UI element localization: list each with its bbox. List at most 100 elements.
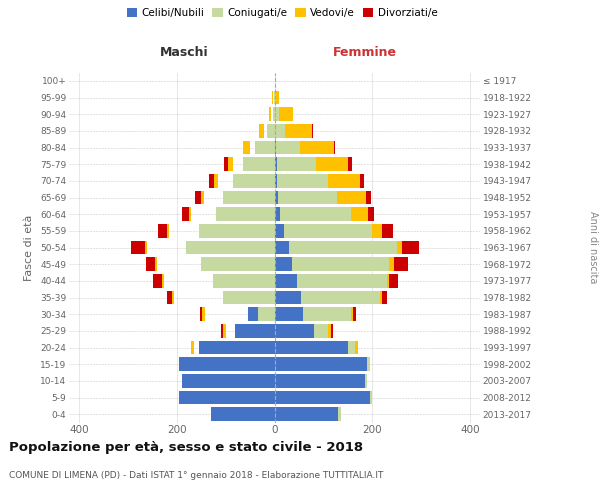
Bar xyxy=(328,174,360,188)
Bar xyxy=(301,140,334,154)
Bar xyxy=(248,308,275,321)
Bar xyxy=(255,240,275,254)
Bar xyxy=(348,340,355,354)
Bar xyxy=(214,274,299,287)
Bar xyxy=(275,258,292,271)
Bar xyxy=(355,340,358,354)
Bar xyxy=(292,258,389,271)
Bar xyxy=(277,174,328,188)
Bar xyxy=(373,224,382,237)
Bar xyxy=(272,90,273,104)
Bar xyxy=(365,374,367,388)
Bar xyxy=(273,124,275,138)
Bar xyxy=(146,258,155,271)
Bar xyxy=(365,374,367,388)
Bar xyxy=(367,190,371,204)
Bar xyxy=(275,308,303,321)
Bar xyxy=(367,358,370,371)
Legend: Celibi/Nubili, Coniugati/e, Vedovi/e, Divorziati/e: Celibi/Nubili, Coniugati/e, Vedovi/e, Di… xyxy=(122,4,442,22)
Text: Popolazione per età, sesso e stato civile - 2018: Popolazione per età, sesso e stato civil… xyxy=(9,441,363,454)
Bar xyxy=(275,140,276,154)
Bar xyxy=(278,190,337,204)
Bar xyxy=(191,340,194,354)
Bar xyxy=(223,290,299,304)
Bar xyxy=(200,308,202,321)
Bar xyxy=(331,324,333,338)
Bar xyxy=(346,340,350,354)
Bar xyxy=(301,290,380,304)
Bar xyxy=(162,274,164,287)
Bar xyxy=(216,208,287,221)
Bar xyxy=(189,208,191,221)
Bar xyxy=(250,274,275,287)
Bar xyxy=(199,224,289,237)
Bar xyxy=(260,224,275,237)
Bar xyxy=(303,308,351,321)
Bar xyxy=(275,290,301,304)
Bar xyxy=(275,240,289,254)
Bar xyxy=(267,124,276,138)
Bar xyxy=(195,190,201,204)
Bar xyxy=(382,290,387,304)
Bar xyxy=(267,174,275,188)
Bar xyxy=(275,208,280,221)
Bar xyxy=(235,324,275,338)
Bar xyxy=(284,224,373,237)
Bar xyxy=(275,224,284,237)
Bar xyxy=(277,158,316,171)
Bar xyxy=(382,224,393,237)
Bar xyxy=(155,258,157,271)
Bar xyxy=(259,124,264,138)
Bar xyxy=(265,190,275,204)
Bar xyxy=(233,174,282,188)
Bar xyxy=(351,308,353,321)
Bar xyxy=(352,208,368,221)
Bar xyxy=(274,108,275,121)
Bar xyxy=(338,408,341,421)
Text: COMUNE DI LIMENA (PD) - Dati ISTAT 1° gennaio 2018 - Elaborazione TUTTITALIA.IT: COMUNE DI LIMENA (PD) - Dati ISTAT 1° ge… xyxy=(9,471,383,480)
Bar xyxy=(228,158,233,171)
Bar xyxy=(179,390,275,404)
Bar xyxy=(296,274,387,287)
Bar xyxy=(242,158,280,171)
Bar xyxy=(275,374,365,388)
Bar xyxy=(131,240,145,254)
Bar xyxy=(172,290,174,304)
Bar xyxy=(289,240,397,254)
Bar xyxy=(275,340,348,354)
Bar xyxy=(334,140,335,154)
Bar xyxy=(275,408,338,421)
Bar xyxy=(370,390,373,404)
Bar xyxy=(214,174,218,188)
Bar xyxy=(328,324,331,338)
Bar xyxy=(223,324,226,338)
Bar xyxy=(275,108,280,121)
Bar xyxy=(314,324,328,338)
Bar xyxy=(199,340,275,354)
Bar xyxy=(187,240,294,254)
Bar xyxy=(221,324,223,338)
Bar xyxy=(201,190,203,204)
Bar xyxy=(276,140,301,154)
Bar xyxy=(387,274,389,287)
Bar xyxy=(179,358,275,371)
Bar xyxy=(275,158,277,171)
Bar xyxy=(280,208,352,221)
Bar xyxy=(269,158,275,171)
Bar xyxy=(275,190,278,204)
Y-axis label: Fasce di età: Fasce di età xyxy=(25,214,34,280)
Bar xyxy=(211,408,275,421)
Bar xyxy=(368,208,374,221)
Bar xyxy=(242,140,250,154)
Bar xyxy=(380,290,382,304)
Bar xyxy=(269,108,271,121)
Bar xyxy=(262,208,275,221)
Bar xyxy=(275,358,367,371)
Bar xyxy=(275,324,314,338)
Bar xyxy=(280,108,293,121)
Bar xyxy=(367,390,370,404)
Bar xyxy=(167,290,172,304)
Text: Maschi: Maschi xyxy=(160,46,208,59)
Bar xyxy=(259,308,301,321)
Bar xyxy=(389,274,398,287)
